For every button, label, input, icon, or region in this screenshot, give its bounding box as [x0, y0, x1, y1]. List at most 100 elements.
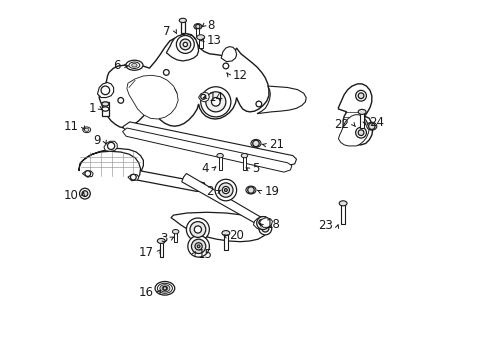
Bar — [159, 241, 163, 257]
Ellipse shape — [155, 282, 174, 295]
Circle shape — [255, 101, 261, 107]
Bar — [360, 111, 363, 129]
Ellipse shape — [241, 153, 247, 158]
Circle shape — [261, 225, 268, 232]
Text: 12: 12 — [233, 69, 247, 82]
Polygon shape — [182, 174, 265, 227]
Ellipse shape — [162, 286, 167, 291]
Circle shape — [163, 287, 166, 290]
Circle shape — [195, 243, 202, 250]
Bar — [174, 231, 177, 242]
Circle shape — [191, 239, 205, 253]
Ellipse shape — [245, 186, 255, 194]
Text: 11: 11 — [64, 121, 79, 134]
Circle shape — [252, 140, 259, 147]
Ellipse shape — [125, 60, 142, 70]
Bar — [102, 102, 109, 116]
Circle shape — [222, 186, 229, 194]
Ellipse shape — [82, 127, 90, 133]
Ellipse shape — [160, 285, 169, 292]
Text: 18: 18 — [265, 218, 280, 231]
Polygon shape — [79, 148, 205, 192]
Text: 16: 16 — [139, 287, 154, 300]
Circle shape — [223, 63, 228, 69]
Bar — [224, 232, 227, 249]
Text: 14: 14 — [208, 91, 223, 104]
Text: 7: 7 — [163, 25, 171, 38]
Circle shape — [186, 218, 209, 241]
Ellipse shape — [196, 35, 204, 40]
Text: 20: 20 — [229, 229, 244, 242]
Text: 15: 15 — [198, 248, 212, 261]
Ellipse shape — [179, 18, 186, 23]
Bar — [218, 155, 221, 170]
Circle shape — [80, 188, 90, 199]
Polygon shape — [122, 122, 296, 166]
Circle shape — [218, 183, 233, 197]
Text: 19: 19 — [264, 185, 279, 198]
Ellipse shape — [157, 283, 172, 293]
Ellipse shape — [250, 139, 261, 147]
Polygon shape — [257, 86, 305, 114]
Polygon shape — [122, 128, 291, 172]
Bar — [181, 20, 184, 33]
Circle shape — [355, 127, 366, 138]
Text: 4: 4 — [202, 162, 209, 175]
Text: 23: 23 — [318, 219, 333, 233]
Bar — [199, 38, 202, 48]
Polygon shape — [166, 34, 198, 61]
Text: 22: 22 — [333, 118, 348, 131]
Circle shape — [176, 36, 194, 53]
Text: 1: 1 — [88, 102, 96, 115]
Polygon shape — [338, 115, 368, 146]
Text: 21: 21 — [268, 138, 284, 151]
Polygon shape — [104, 141, 117, 151]
Circle shape — [211, 98, 220, 106]
Polygon shape — [99, 34, 268, 128]
Circle shape — [190, 222, 205, 237]
Polygon shape — [253, 217, 271, 229]
Text: 24: 24 — [368, 116, 384, 129]
Circle shape — [180, 39, 190, 50]
Polygon shape — [126, 75, 178, 119]
Ellipse shape — [157, 238, 165, 243]
Circle shape — [107, 142, 115, 149]
Polygon shape — [338, 84, 372, 145]
Circle shape — [357, 93, 363, 99]
Circle shape — [256, 217, 269, 229]
Text: 13: 13 — [206, 33, 221, 47]
Circle shape — [163, 69, 169, 75]
Ellipse shape — [172, 229, 179, 234]
Circle shape — [82, 191, 88, 197]
Ellipse shape — [84, 128, 89, 131]
Polygon shape — [128, 175, 139, 181]
Circle shape — [194, 226, 201, 233]
Text: 2: 2 — [206, 185, 214, 198]
Circle shape — [85, 171, 90, 176]
Text: 6: 6 — [113, 59, 121, 72]
Ellipse shape — [222, 230, 229, 235]
Circle shape — [197, 245, 200, 248]
Ellipse shape — [194, 24, 202, 30]
Circle shape — [201, 87, 230, 117]
Polygon shape — [171, 212, 268, 242]
Bar — [196, 28, 199, 37]
Ellipse shape — [131, 63, 137, 67]
Circle shape — [101, 86, 109, 95]
Polygon shape — [221, 46, 236, 62]
Circle shape — [215, 179, 236, 201]
Bar — [341, 202, 344, 224]
Text: 10: 10 — [64, 189, 79, 202]
Circle shape — [355, 90, 366, 101]
Text: 17: 17 — [139, 246, 154, 259]
Circle shape — [187, 235, 209, 257]
Ellipse shape — [102, 107, 109, 111]
Text: 3: 3 — [160, 231, 167, 244]
Ellipse shape — [129, 62, 140, 68]
Ellipse shape — [357, 109, 366, 114]
Ellipse shape — [366, 122, 376, 130]
Circle shape — [368, 123, 374, 130]
Circle shape — [247, 187, 254, 193]
Ellipse shape — [102, 102, 109, 106]
Ellipse shape — [217, 153, 223, 158]
